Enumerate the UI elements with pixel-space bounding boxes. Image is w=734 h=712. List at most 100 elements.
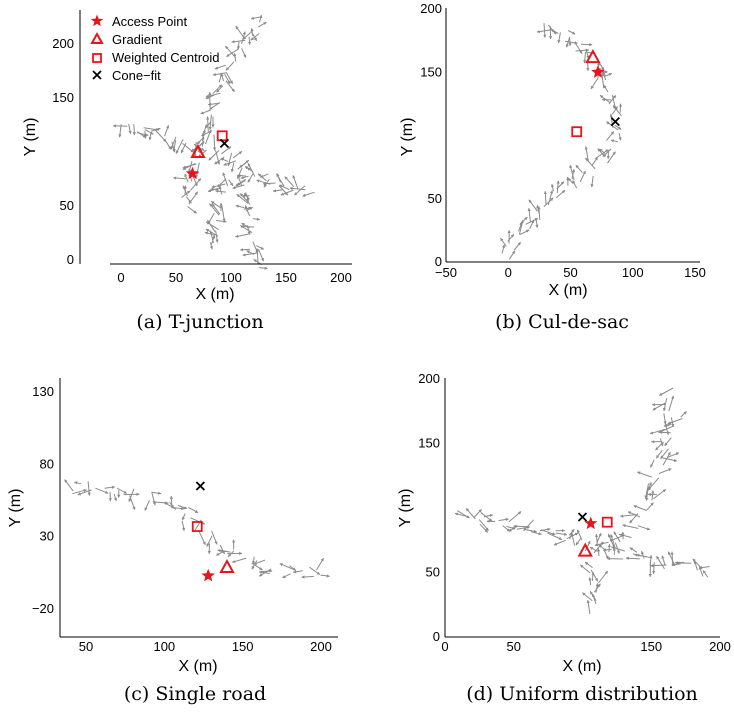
gradient-arrow [151,127,161,132]
gradient-arrow [207,219,216,232]
access-point-marker [201,568,215,582]
gradient-arrow [209,242,213,250]
x-tick-label: 150 [275,270,297,285]
gradient-arrow [502,525,511,532]
gradient-arrow [652,489,667,500]
gradient-arrow [247,36,252,46]
gradient-arrow [289,186,306,191]
gradient-arrow [211,530,218,545]
gradient-arrow [524,528,538,533]
gradient-arrow [284,176,295,187]
gradient-arrow [589,591,597,601]
gradient-arrow [610,534,616,549]
gradient-arrow [223,160,237,166]
gradient-arrow [547,190,554,206]
gradient-arrow [251,562,263,571]
legend-access-point-label: Access Point [112,14,188,29]
gradient-arrow [222,172,229,187]
access-point-marker [584,516,598,530]
gradient-arrow [151,492,156,506]
gradient-arrow [543,190,547,205]
legend-weighted-centroid-label: Weighted Centroid [112,50,219,65]
y-tick-label: 150 [52,90,74,105]
gradient-arrow [570,533,576,546]
gradient-arrow [645,486,649,502]
gradient-arrow [226,48,239,58]
gradient-marker [219,558,235,574]
gradient-arrow [212,84,223,95]
gradient-arrow [218,72,223,83]
gradient-arrow [235,204,245,209]
gradient-arrow [225,80,235,93]
gradient-arrow [599,94,611,104]
gradient-arrow [247,173,254,183]
gradient-arrow [702,570,709,578]
gradient-arrow [553,539,566,546]
gradient-arrow [262,182,276,186]
gradient-arrow [151,491,162,495]
legend-cone-fit-marker [92,70,102,80]
gradient-arrow [543,197,554,207]
gradient-arrow [182,185,188,197]
gradient-arrow [540,529,556,536]
gradient-arrow [591,157,599,166]
gradient-arrow [210,235,216,245]
gradient-arrow [208,150,220,161]
gradient-arrow [247,163,256,177]
gradient-arrow [576,529,583,541]
gradient-arrow [607,543,611,553]
gradient-arrow [479,523,489,533]
y-tick-label: 200 [418,371,440,386]
gradient-arrow [231,557,247,564]
gradient-arrow [622,524,639,529]
gradient-arrow [214,64,226,70]
y-ticks-d: 0 50 150 200 [418,371,440,644]
gradient-arrow [250,16,260,20]
gradient-arrow [227,152,233,167]
gradient-arrow [190,178,202,191]
gradient-arrow [501,244,506,254]
gradient-arrow [232,150,243,159]
gradient-arrow [537,206,541,221]
gradient-arrow [516,525,531,530]
gradient-arrow [181,520,186,532]
legend-cone-fit-label: Cone−fit [112,68,161,83]
gradient-arrow [216,85,223,93]
gradient-arrow [663,413,667,425]
gradient-arrow [603,548,612,552]
gradient-arrow [625,556,640,560]
gradient-arrow [224,73,231,84]
gradient-arrow [611,106,618,115]
gradient-arrow [215,149,221,165]
gradient-arrow [655,450,663,459]
gradient-arrow [579,170,586,183]
gradient-arrow [175,138,184,154]
gradient-arrow [527,207,531,223]
gradient-arrow [662,457,678,462]
gradient-arrow [243,192,250,200]
x-tick-label: 150 [640,639,662,654]
gradient-arrow [237,159,250,170]
gradient-arrow [259,14,263,23]
gradient-arrow [474,508,482,518]
weighted-centroid-marker [216,130,228,142]
gradient-arrow [597,148,606,158]
gradient-arrow [218,185,223,195]
gradient-arrow [649,554,653,566]
gradient-arrow [585,49,590,59]
gradient-arrow [164,124,170,137]
gradient-arrow [650,564,667,568]
gradient-arrow [128,488,135,502]
gradient-arrow [240,225,253,234]
gradient-arrow [664,437,672,447]
access-point-marker [591,65,605,78]
gradient-arrow [652,562,656,575]
gradient-arrow [659,438,664,447]
gradient-arrow [575,164,583,174]
gradient-arrow [198,531,206,546]
gradient-arrow [212,72,228,77]
gradient-arrow [620,514,637,518]
gradient-arrow [583,52,587,64]
gradient-arrow [483,513,494,518]
gradient-arrow [113,493,117,502]
